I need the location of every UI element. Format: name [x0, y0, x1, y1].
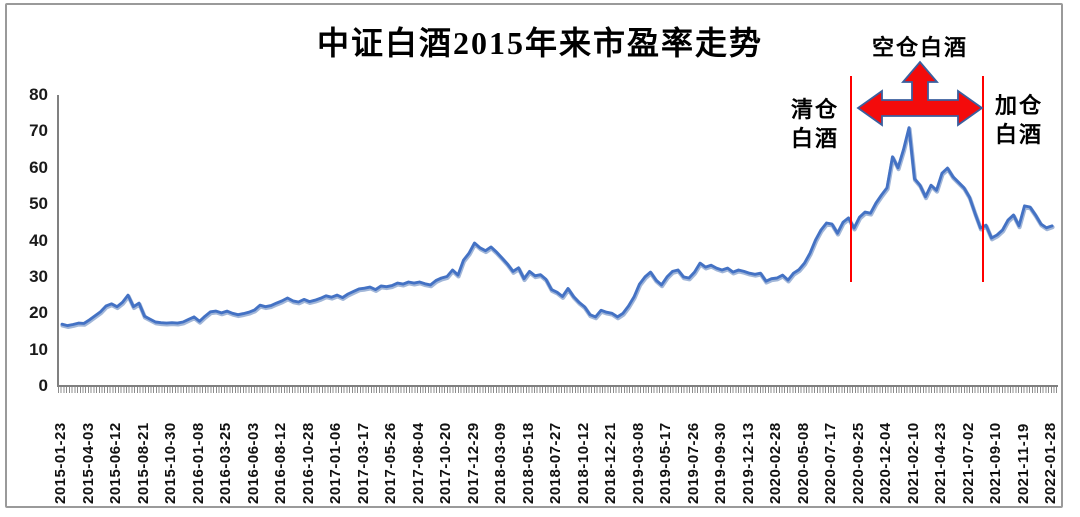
y-axis-line — [57, 95, 59, 387]
vline-add-position — [982, 76, 985, 282]
chart-title: 中证白酒2015年来市盈率走势 — [316, 25, 763, 61]
annotation-clear-line2: 白酒 — [790, 126, 839, 151]
y-axis-tick-label: 60 — [29, 157, 48, 177]
y-axis-tick-label: 10 — [29, 339, 48, 359]
chart-frame — [5, 3, 1063, 508]
y-axis-tick-label: 20 — [29, 303, 48, 323]
y-axis-tick-label: 0 — [38, 376, 48, 395]
annotation-add-line2: 白酒 — [994, 122, 1043, 147]
annotation-add-line1: 加仓 — [994, 93, 1043, 118]
y-axis-tick-label: 70 — [29, 121, 48, 141]
annotation-clear-position: 清仓 白酒 — [782, 95, 848, 153]
annotation-clear-line1: 清仓 — [790, 97, 839, 122]
y-axis-tick-label: 80 — [29, 85, 48, 104]
annotation-empty-position: 空仓白酒 — [871, 35, 968, 60]
y-axis-tick-label: 30 — [29, 266, 48, 286]
vline-clear-position — [850, 76, 853, 282]
y-axis-tick-label: 40 — [29, 230, 48, 250]
y-axis-tick-label: 50 — [29, 194, 48, 214]
x-axis-line — [57, 385, 1058, 387]
x-axis-tick-comb — [58, 387, 1058, 393]
annotation-add-position: 加仓 白酒 — [988, 91, 1050, 149]
